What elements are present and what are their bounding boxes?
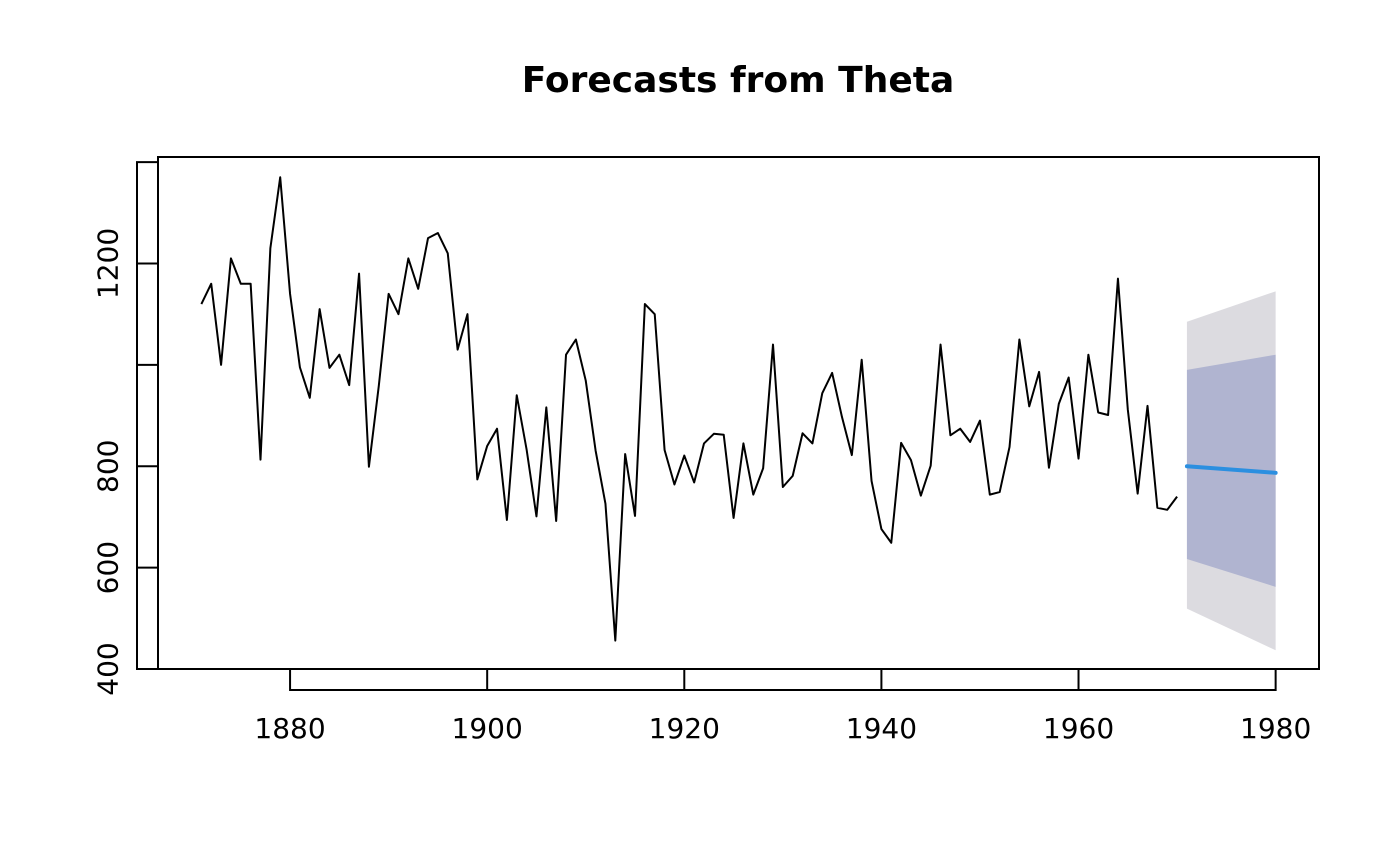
x-tick-label: 1880 <box>254 712 325 745</box>
y-tick-label: 400 <box>92 642 125 695</box>
chart-title: Forecasts from Theta <box>522 60 955 101</box>
y-tick-label: 600 <box>92 541 125 594</box>
y-tick-label: 1200 <box>92 228 125 299</box>
x-tick-label: 1920 <box>649 712 720 745</box>
plot-frame <box>157 156 1320 670</box>
x-tick-label: 1960 <box>1043 712 1114 745</box>
x-tick-label: 1900 <box>452 712 523 745</box>
history-line <box>200 176 1178 642</box>
x-tick-label: 1980 <box>1240 712 1311 745</box>
series-lines <box>200 176 1278 642</box>
axes: 400 600 800 1200 1880 1900 1920 1940 1960 1980 <box>92 161 1311 745</box>
forecast-mean-line <box>1184 464 1278 475</box>
x-tick-label: 1940 <box>846 712 917 745</box>
y-tick-label: 800 <box>92 440 125 493</box>
